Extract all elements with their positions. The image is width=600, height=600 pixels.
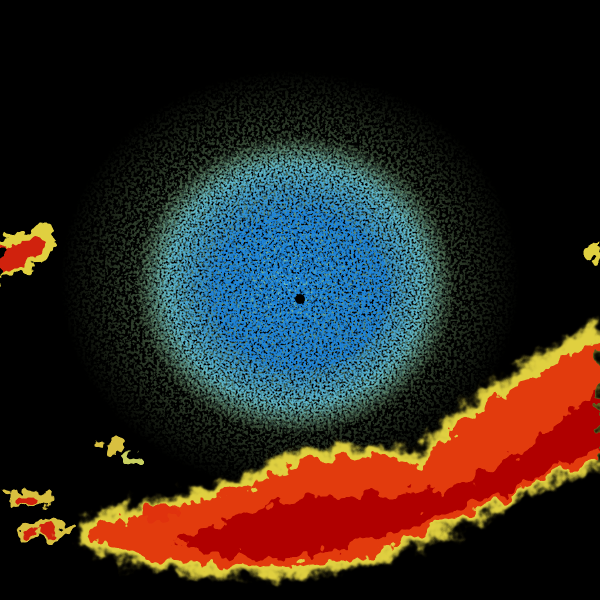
right-cell <box>585 236 600 265</box>
storm-band <box>77 320 600 577</box>
clear-air-echo <box>60 70 520 490</box>
scattered-cells <box>8 438 178 539</box>
left-cell <box>0 228 60 285</box>
